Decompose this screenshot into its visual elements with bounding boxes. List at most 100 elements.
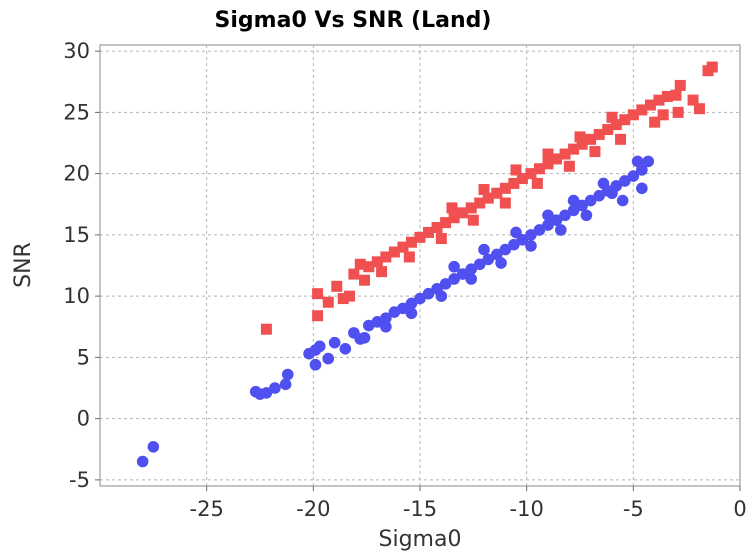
data-point bbox=[380, 320, 392, 333]
data-point bbox=[491, 248, 503, 261]
data-point bbox=[331, 280, 343, 292]
data-point bbox=[559, 148, 571, 160]
data-point bbox=[279, 378, 292, 391]
data-point bbox=[619, 114, 631, 126]
data-point bbox=[344, 290, 356, 302]
data-point bbox=[414, 231, 426, 243]
data-point bbox=[657, 109, 669, 121]
data-point bbox=[585, 133, 597, 145]
data-point bbox=[642, 155, 655, 168]
data-point bbox=[495, 257, 507, 269]
data-point bbox=[328, 336, 341, 349]
x-tick-label: -10 bbox=[510, 497, 544, 521]
data-point bbox=[589, 146, 601, 158]
data-point bbox=[531, 177, 543, 189]
data-point bbox=[672, 106, 684, 118]
data-point bbox=[542, 209, 554, 222]
data-point bbox=[281, 368, 294, 381]
data-point bbox=[610, 119, 622, 131]
y-axis-tick-labels: -5 0 5 10 15 20 25 30 bbox=[63, 39, 90, 492]
data-point bbox=[576, 199, 588, 212]
data-point bbox=[619, 175, 631, 187]
data-point bbox=[405, 297, 418, 310]
data-point bbox=[397, 302, 409, 315]
data-points bbox=[136, 61, 718, 468]
data-point bbox=[636, 104, 648, 116]
data-point bbox=[474, 197, 486, 209]
data-point bbox=[465, 202, 477, 214]
data-point bbox=[403, 251, 415, 263]
data-point bbox=[584, 194, 597, 207]
data-point bbox=[550, 214, 563, 226]
data-point bbox=[448, 212, 460, 224]
data-point bbox=[631, 155, 644, 168]
x-tick-label: -15 bbox=[403, 497, 437, 521]
data-point bbox=[414, 292, 426, 305]
data-point bbox=[606, 111, 618, 123]
data-point bbox=[627, 109, 639, 121]
data-point bbox=[465, 273, 478, 285]
data-point bbox=[674, 79, 686, 91]
x-tick-label: -25 bbox=[190, 497, 224, 521]
data-point bbox=[533, 163, 545, 175]
data-point bbox=[567, 204, 580, 217]
data-point bbox=[312, 310, 324, 322]
data-point bbox=[440, 217, 452, 229]
data-point bbox=[636, 164, 648, 176]
x-tick-label: 0 bbox=[733, 497, 746, 521]
data-point bbox=[576, 138, 588, 150]
data-point bbox=[435, 290, 448, 302]
data-point bbox=[525, 168, 537, 180]
y-tick-label: 30 bbox=[63, 39, 90, 63]
data-point bbox=[653, 94, 665, 106]
y-tick-label: 20 bbox=[63, 162, 90, 186]
data-point bbox=[388, 246, 400, 258]
data-point bbox=[593, 128, 605, 140]
data-point bbox=[467, 214, 479, 226]
x-tick-label: -5 bbox=[623, 497, 644, 521]
data-point bbox=[580, 209, 593, 222]
data-point bbox=[706, 61, 718, 73]
data-point bbox=[478, 243, 490, 256]
data-point bbox=[482, 192, 494, 204]
data-point bbox=[312, 288, 324, 300]
data-point bbox=[309, 358, 322, 371]
series-1 bbox=[260, 61, 718, 335]
data-point bbox=[593, 189, 605, 202]
data-point bbox=[354, 258, 366, 270]
data-point bbox=[371, 256, 383, 268]
data-point bbox=[510, 164, 522, 176]
data-point bbox=[567, 194, 580, 207]
y-tick-label: -5 bbox=[69, 468, 90, 492]
data-point bbox=[606, 187, 618, 200]
data-point bbox=[422, 287, 435, 300]
data-point bbox=[358, 331, 371, 344]
data-point bbox=[516, 173, 528, 185]
data-point bbox=[260, 323, 272, 335]
data-point bbox=[313, 340, 326, 353]
data-point bbox=[499, 182, 511, 194]
data-point bbox=[337, 293, 349, 305]
series-2 bbox=[136, 155, 655, 468]
data-point bbox=[147, 441, 160, 453]
data-point bbox=[380, 251, 392, 263]
data-point bbox=[525, 229, 537, 241]
data-point bbox=[661, 90, 673, 102]
data-point bbox=[568, 143, 580, 155]
data-point bbox=[446, 202, 458, 214]
data-point bbox=[397, 241, 409, 253]
data-point bbox=[363, 261, 375, 273]
y-axis-label: SNR bbox=[11, 242, 36, 288]
data-point bbox=[687, 94, 699, 106]
y-tick-label: 5 bbox=[77, 345, 90, 369]
data-point bbox=[448, 273, 460, 285]
y-tick-label: 25 bbox=[63, 100, 90, 124]
data-point bbox=[508, 238, 520, 251]
data-point bbox=[693, 103, 705, 115]
data-point bbox=[322, 352, 335, 365]
chart-title: Sigma0 Vs SNR (Land) bbox=[215, 8, 492, 33]
data-point bbox=[555, 224, 567, 236]
data-point bbox=[435, 233, 447, 245]
data-point bbox=[649, 116, 661, 128]
